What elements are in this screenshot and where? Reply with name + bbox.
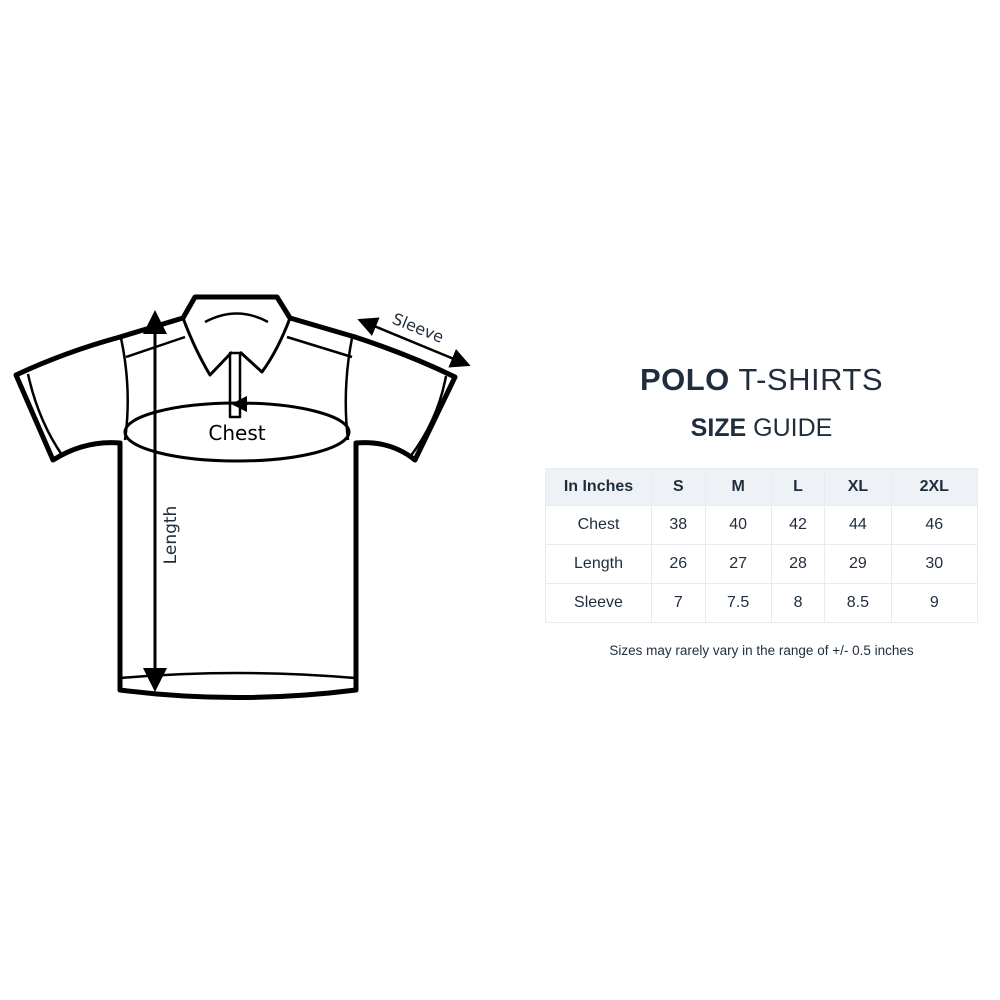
- size-table: In Inches S M L XL 2XL Chest 38 40 42 44…: [545, 468, 979, 623]
- table-cell: 8: [770, 583, 826, 623]
- chest-label: Chest: [208, 421, 265, 445]
- header-cell: S: [651, 468, 706, 506]
- header-cell: 2XL: [890, 468, 979, 506]
- header-cell: M: [704, 468, 772, 506]
- collar-left: [181, 296, 234, 377]
- cuff-right: [409, 375, 448, 458]
- table-row: Sleeve 7 7.5 8 8.5 9: [545, 583, 979, 623]
- header-cell: XL: [824, 468, 892, 506]
- size-variance-note: Sizes may rarely vary in the range of +/…: [609, 643, 914, 658]
- product-title: POLO T-SHIRTS: [545, 362, 978, 398]
- table-cell: 42: [770, 505, 826, 545]
- armhole-right: [344, 337, 354, 441]
- sleeve-label: Sleeve: [390, 309, 447, 347]
- row-label: Sleeve: [545, 583, 652, 623]
- back-neck: [204, 312, 269, 324]
- title-light: T-SHIRTS: [738, 362, 884, 397]
- length-label: Length: [161, 506, 181, 565]
- subtitle-bold: SIZE: [690, 414, 747, 442]
- table-cell: 9: [890, 583, 979, 623]
- table-cell: 38: [651, 505, 706, 545]
- subtitle-light: GUIDE: [753, 414, 833, 442]
- table-row: Chest 38 40 42 44 46: [545, 505, 979, 545]
- table-header-row: In Inches S M L XL 2XL: [545, 468, 979, 506]
- placket: [228, 351, 242, 419]
- header-cell: L: [770, 468, 826, 506]
- table-cell: 29: [824, 544, 892, 584]
- yoke-right: [286, 335, 353, 359]
- sleeve-arrow: [357, 317, 471, 368]
- cuff-left: [26, 373, 64, 456]
- table-cell: 7.5: [704, 583, 772, 623]
- polo-shirt-diagram: Chest Length Sleeve: [13, 294, 471, 700]
- row-label: Chest: [545, 505, 652, 545]
- shirt-outline: [13, 294, 458, 700]
- table-cell: 46: [890, 505, 979, 545]
- title-bold: POLO: [639, 362, 730, 397]
- table-cell: 40: [704, 505, 772, 545]
- size-guide-title: SIZE GUIDE: [545, 414, 978, 443]
- table-cell: 7: [651, 583, 706, 623]
- table-cell: 30: [890, 544, 979, 584]
- header-cell: In Inches: [545, 468, 652, 506]
- collar-right: [238, 296, 292, 374]
- table-row: Length 26 27 28 29 30: [545, 544, 979, 584]
- table-cell: 8.5: [824, 583, 892, 623]
- table-cell: 28: [770, 544, 826, 584]
- table-cell: 26: [651, 544, 706, 584]
- row-label: Length: [545, 544, 652, 584]
- table-cell: 27: [704, 544, 772, 584]
- table-cell: 44: [824, 505, 892, 545]
